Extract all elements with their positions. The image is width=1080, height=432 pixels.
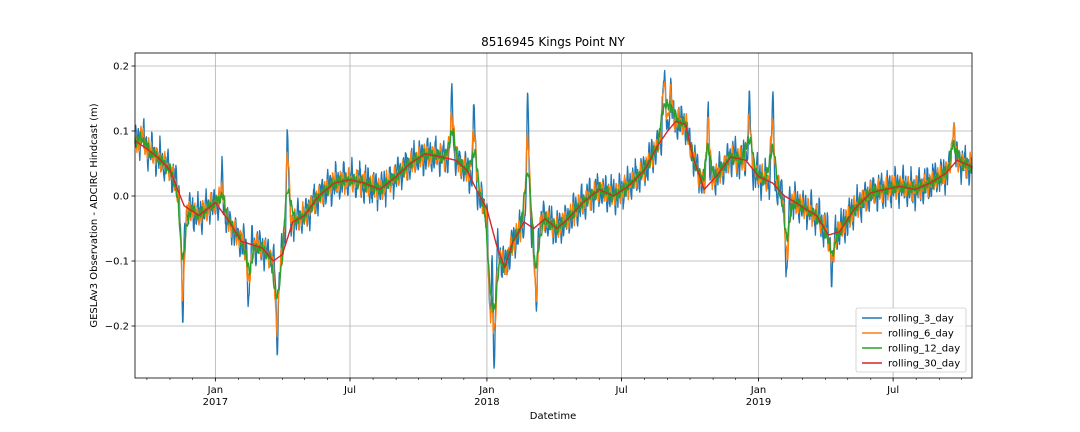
legend-label: rolling_6_day xyxy=(888,329,954,340)
x-tick-year-label: 2018 xyxy=(474,397,499,408)
series-line-rolling_30_day xyxy=(134,120,973,269)
x-tick-label: Jul xyxy=(615,385,628,396)
y-axis: −0.2 −0.1 0.0 0.1 0.2 xyxy=(105,62,135,333)
x-tick-year-label: 2019 xyxy=(746,397,771,408)
plot-frame xyxy=(134,52,973,379)
y-tick-label: 0.0 xyxy=(113,192,129,203)
y-tick-label: −0.1 xyxy=(105,257,129,268)
y-tick-label: 0.1 xyxy=(113,127,129,138)
y-tick-label: −0.2 xyxy=(105,322,129,333)
x-tick-label: Jul xyxy=(343,385,356,396)
legend-label: rolling_3_day xyxy=(888,314,954,325)
series-line-rolling_12_day xyxy=(134,98,973,313)
legend-label: rolling_30_day xyxy=(888,359,960,370)
lines-layer xyxy=(134,69,973,369)
x-tick-label: Jul xyxy=(886,385,899,396)
x-tick-label: Jan xyxy=(207,385,223,396)
y-axis-label: GESLAv3 Observation - ADCIRC Hindcast (m… xyxy=(89,103,100,327)
x-tick-year-label: 2017 xyxy=(203,397,228,408)
x-tick-label: Jan xyxy=(478,385,494,396)
series-line-rolling_3_day xyxy=(134,69,973,369)
x-tick-label: Jan xyxy=(750,385,766,396)
legend-box xyxy=(855,307,967,373)
legend-label: rolling_12_day xyxy=(888,344,960,355)
y-tick-label: 0.2 xyxy=(113,62,129,73)
chart-title: 8516945 Kings Point NY xyxy=(481,35,625,49)
x-axis-label: Datetime xyxy=(530,411,577,422)
legend: rolling_3_day rolling_6_day rolling_12_day… xyxy=(855,307,967,373)
